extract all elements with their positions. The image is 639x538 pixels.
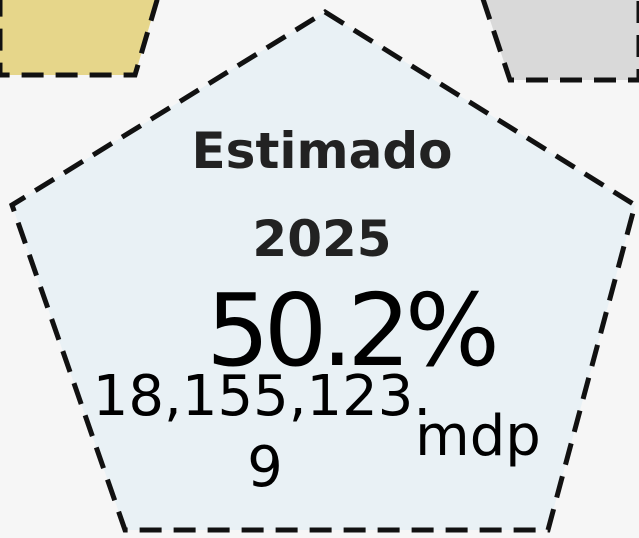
left-shape	[0, 0, 160, 78]
right-shape	[480, 0, 639, 83]
year: 2025	[252, 210, 391, 268]
amount: 18,155,123.	[93, 364, 431, 429]
title: Estimado	[192, 122, 453, 180]
amount-tail: 9	[247, 435, 283, 500]
pentagon	[8, 9, 638, 533]
percent: 50.2%	[206, 272, 495, 389]
unit: mdp	[415, 404, 541, 469]
